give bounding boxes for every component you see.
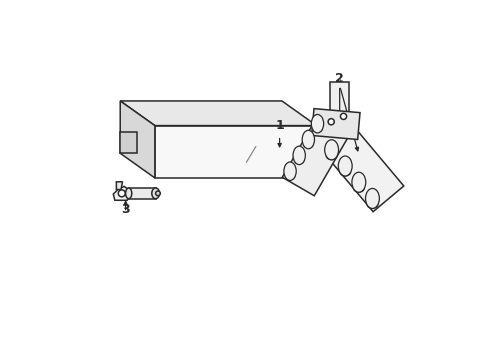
Ellipse shape bbox=[304, 142, 313, 148]
Ellipse shape bbox=[325, 140, 339, 160]
Polygon shape bbox=[330, 82, 349, 114]
Ellipse shape bbox=[338, 156, 352, 176]
Ellipse shape bbox=[352, 172, 366, 192]
Ellipse shape bbox=[326, 152, 337, 160]
Ellipse shape bbox=[367, 201, 378, 208]
Ellipse shape bbox=[152, 188, 160, 199]
Ellipse shape bbox=[294, 158, 304, 164]
Polygon shape bbox=[312, 109, 360, 139]
Polygon shape bbox=[117, 182, 122, 189]
Polygon shape bbox=[282, 114, 351, 196]
Polygon shape bbox=[120, 101, 317, 126]
Ellipse shape bbox=[302, 130, 315, 149]
Text: 3: 3 bbox=[122, 203, 130, 216]
Ellipse shape bbox=[340, 168, 351, 176]
Ellipse shape bbox=[293, 146, 305, 165]
Ellipse shape bbox=[286, 174, 294, 180]
Polygon shape bbox=[120, 132, 137, 153]
Ellipse shape bbox=[353, 185, 364, 192]
Ellipse shape bbox=[125, 188, 132, 199]
Ellipse shape bbox=[311, 114, 324, 133]
Polygon shape bbox=[129, 188, 156, 199]
Polygon shape bbox=[155, 126, 317, 178]
Circle shape bbox=[341, 113, 346, 120]
Polygon shape bbox=[120, 101, 155, 178]
Circle shape bbox=[156, 191, 160, 195]
Polygon shape bbox=[318, 121, 404, 212]
Circle shape bbox=[328, 119, 334, 125]
Polygon shape bbox=[113, 186, 130, 200]
Ellipse shape bbox=[366, 188, 379, 208]
Text: 1: 1 bbox=[275, 119, 284, 132]
Ellipse shape bbox=[313, 126, 322, 132]
Ellipse shape bbox=[284, 162, 296, 180]
Text: 2: 2 bbox=[335, 72, 344, 85]
Circle shape bbox=[118, 190, 125, 197]
